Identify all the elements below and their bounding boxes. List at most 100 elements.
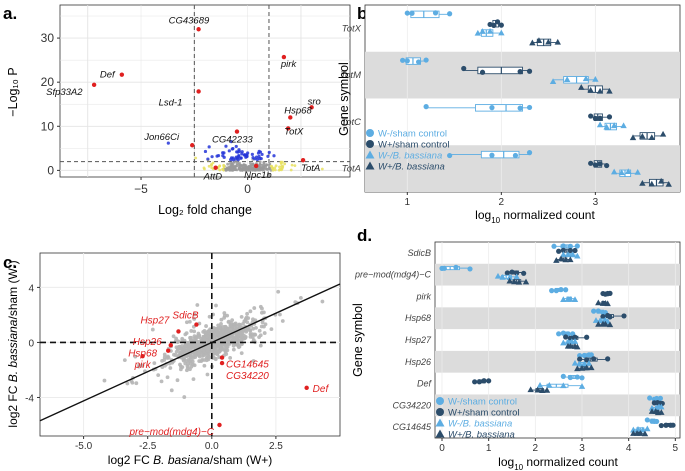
panel-c-point [183,361,188,366]
panel-c-xlabel: log2 FC B. basiana/sham (W+) [108,453,272,467]
panel-d-point [453,264,459,270]
panel-d-point [583,364,590,371]
panel-d-boxplot: SdicB pre−mod(mdg4)−C pirk Hsp68 Hsp27 Hsp26 D… [351,241,681,471]
panel-a-point [281,160,284,164]
panel-b-legend-marker [365,161,375,170]
panel-c-point [204,324,208,328]
panel-c-point [211,326,216,331]
panel-c-point [250,332,255,337]
panel-c-point [186,362,191,367]
panel-d-point [527,386,534,393]
panel-d-point [546,381,553,388]
panel-b-point [447,11,453,17]
panel-b-point [529,39,536,46]
panel-a-point [248,166,252,169]
panel-c-point [102,378,107,383]
panel-a-point-blue [272,154,276,158]
panel-b-point [648,134,655,140]
panel-d-point [549,288,555,294]
panel-a-point-blue [237,153,241,158]
panel-c-point [137,364,141,369]
panel-a-point-blue [221,154,225,158]
panel-a-labeled-point [253,163,259,169]
panel-b-point [479,28,486,34]
panel-b-point [596,121,604,128]
panel-c-point [207,314,212,319]
panel-c-point [202,349,206,354]
panel-c-point [280,319,285,323]
panel-a-point [254,168,258,172]
panel-c-point [170,360,175,365]
panel-d-point [472,379,478,385]
panel-a-point-label: Npc1b [244,170,271,181]
panel-d-ylabel: Gene symbol [351,303,365,377]
panel-b-point [415,59,422,65]
panel-d-point [574,252,581,259]
panel-c-point [269,327,274,332]
panel-a-point-blue [227,149,231,153]
panel-a-point [289,168,293,172]
panel-d-point [560,382,567,389]
panel-c-labeled-point [219,355,225,360]
panel-c-point [320,299,325,304]
panel-c-point [140,363,145,368]
panel-c-point [194,335,198,340]
panel-a-point [265,167,268,171]
panel-d-point [581,360,588,367]
panel-b-point [634,168,641,175]
panel-c-point [248,334,253,339]
panel-d-point [506,274,513,280]
panel-a-point-label: TotX [284,126,304,137]
panel-b-point [517,69,523,75]
panel-a-point [232,160,236,164]
panel-b-point [596,87,604,94]
panel-b-legend-label: W-/B. bassiana [378,151,442,162]
panel-a-point [263,164,267,168]
panel-a-point-blue [234,144,238,149]
panel-c-point [193,353,198,358]
panel-c-point [260,306,264,311]
panel-a-point [227,165,231,169]
panel-c-point [202,336,206,341]
panel-b-gene-band [365,145,680,192]
panel-c-point [211,350,216,355]
panel-c-xtick-label: 2.5 [269,441,283,452]
panel-a-point-blue [206,157,210,161]
panel-b-boxplot: TotX TotM TotC TotA 1 2 3 W-/sham controlW+/sha… [337,4,681,225]
panel-d-point [563,334,569,340]
panel-b-point [606,114,613,120]
panel-d-point [515,278,523,285]
panel-b-point [526,104,533,111]
panel-d-xtick-label: 2 [533,443,539,454]
panel-a-labeled-point [196,27,201,32]
panel-d-point [567,296,574,302]
panel-d-point [621,313,627,319]
panel-b-point [526,150,533,156]
panel-c-point [175,340,180,345]
panel-d-xtick-label: 4 [626,443,632,454]
panel-c-point [230,325,235,329]
panel-c-point-label: pre−mod(mdg4)−C [128,427,214,438]
panel-d-point [560,243,566,249]
panel-a-point [210,163,213,167]
panel-d-legend-label: W-/B. bassiana [448,419,512,430]
panel-a-point-blue [242,153,246,157]
panel-c-point [122,358,127,363]
panel-c-point [134,381,139,386]
panel-d-point [441,265,447,271]
panel-b-legend-label: W+/B. bassiana [378,162,445,173]
panel-c-point [192,317,197,321]
panel-d-gene-label: CG14645 [392,422,432,432]
panel-d-point [588,352,594,358]
panel-c-point [230,318,235,323]
panel-c-point-label: Def [313,384,330,395]
panel-b-legend-label: W-/sham control [378,129,447,140]
panel-c-point [202,328,207,333]
panel-c-point [221,325,226,329]
panel-c-point [166,355,171,360]
panel-c-point [254,326,258,330]
panel-d-point [607,314,613,320]
panel-d-box [546,383,569,388]
panel-d-point [577,356,583,362]
panel-b-box [480,150,520,159]
